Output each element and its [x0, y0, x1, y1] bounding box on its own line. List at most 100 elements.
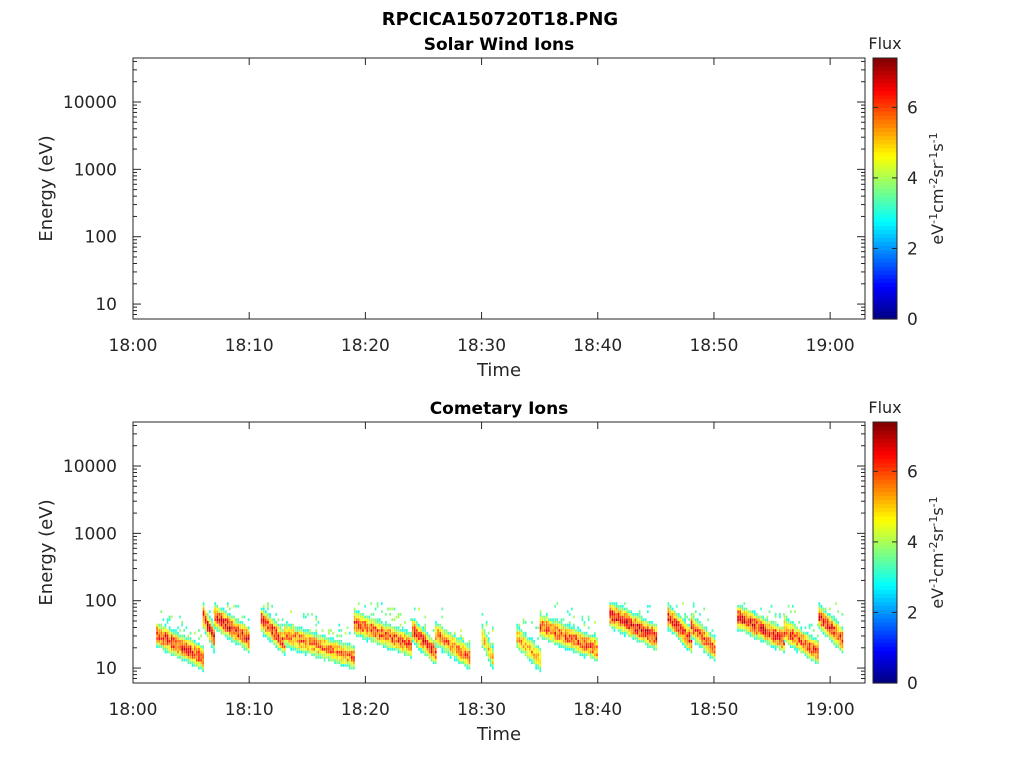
flux-cell	[594, 653, 596, 657]
flux-cell	[774, 626, 777, 630]
ion-burst	[818, 602, 844, 654]
flux-cell	[168, 631, 171, 635]
flux-cell	[818, 623, 821, 627]
flux-cell	[524, 631, 527, 635]
flux-cell	[437, 645, 439, 648]
flux-cell	[554, 604, 556, 608]
flux-cell	[229, 621, 231, 624]
flux-cell	[357, 626, 360, 630]
flux-cell	[684, 642, 686, 646]
flux-cell	[785, 623, 788, 627]
flux-cell	[707, 634, 710, 638]
flux-cell	[315, 634, 318, 638]
flux-cell	[290, 648, 292, 651]
flux-cell	[284, 623, 286, 627]
flux-cell	[774, 621, 777, 624]
flux-cell	[628, 631, 630, 635]
flux-cell	[399, 623, 402, 627]
flux-cell	[353, 626, 356, 630]
flux-cell	[630, 631, 632, 635]
flux-cell	[785, 637, 788, 640]
flux-cell	[275, 626, 278, 630]
flux-cell	[640, 626, 643, 630]
flux-cell	[587, 650, 590, 654]
flux-cell	[311, 648, 313, 651]
flux-cell	[281, 639, 284, 643]
flux-cell	[357, 634, 360, 638]
flux-cell	[774, 642, 777, 646]
flux-cell	[435, 637, 437, 640]
flux-cell	[794, 623, 796, 627]
flux-cell	[202, 626, 205, 630]
flux-cell	[529, 642, 531, 646]
flux-cell	[296, 642, 299, 646]
flux-cell	[817, 645, 819, 648]
flux-cell	[690, 639, 693, 643]
flux-cell	[792, 604, 794, 608]
flux-cell	[787, 629, 790, 632]
flux-cell	[286, 645, 288, 648]
flux-cell	[374, 618, 377, 621]
flux-cell	[399, 637, 402, 640]
flux-cell	[703, 645, 705, 648]
flux-cell	[539, 669, 542, 673]
flux-cell	[747, 621, 750, 624]
flux-cell	[220, 631, 223, 635]
flux-cell	[684, 637, 686, 640]
flux-cell	[753, 615, 756, 619]
flux-cell	[707, 631, 710, 635]
flux-cell	[762, 623, 764, 627]
flux-cell	[751, 634, 754, 638]
flux-cell	[653, 631, 655, 635]
flux-cell	[815, 653, 817, 657]
flux-cell	[196, 642, 198, 646]
flux-cell	[307, 634, 309, 638]
flux-cell	[489, 642, 492, 646]
flux-cell	[432, 648, 435, 651]
flux-cell	[233, 637, 235, 640]
flux-cell	[286, 639, 288, 643]
flux-cell	[296, 639, 299, 643]
flux-cell	[292, 631, 295, 635]
flux-cell	[418, 629, 420, 632]
flux-cell	[785, 626, 788, 630]
flux-cell	[441, 634, 444, 638]
colorbar-label-exponent: -1	[927, 577, 940, 588]
flux-cell	[707, 650, 710, 654]
flux-cell	[193, 658, 196, 662]
flux-cell	[231, 629, 233, 632]
flux-cell	[802, 645, 805, 648]
flux-cell	[424, 637, 427, 640]
flux-cell	[686, 626, 688, 630]
flux-cell	[290, 637, 292, 640]
flux-cell	[273, 634, 276, 638]
flux-cell	[826, 621, 829, 624]
flux-cell	[381, 639, 383, 643]
x-tick-label: 18:30	[457, 700, 506, 720]
flux-cell	[445, 631, 448, 635]
flux-cell	[772, 623, 775, 627]
flux-cell	[489, 661, 492, 665]
flux-cell	[642, 621, 645, 624]
flux-cell	[651, 634, 653, 638]
flux-cell	[492, 658, 494, 662]
flux-cell	[751, 626, 754, 630]
flux-cell	[224, 621, 227, 624]
flux-cell	[675, 615, 678, 619]
flux-cell	[690, 645, 693, 648]
flux-cell	[321, 637, 324, 640]
flux-cell	[817, 658, 819, 662]
flux-cell	[747, 623, 750, 627]
flux-cell	[699, 642, 701, 646]
flux-cell	[589, 645, 592, 648]
flux-cell	[743, 613, 746, 616]
flux-cell	[383, 642, 385, 646]
flux-cell	[677, 615, 680, 619]
flux-cell	[680, 639, 682, 643]
flux-cell	[393, 634, 396, 638]
flux-cell	[229, 615, 231, 619]
flux-cell	[428, 639, 431, 643]
flux-cell	[401, 637, 404, 640]
flux-cell	[160, 642, 163, 646]
flux-cell	[781, 634, 783, 638]
